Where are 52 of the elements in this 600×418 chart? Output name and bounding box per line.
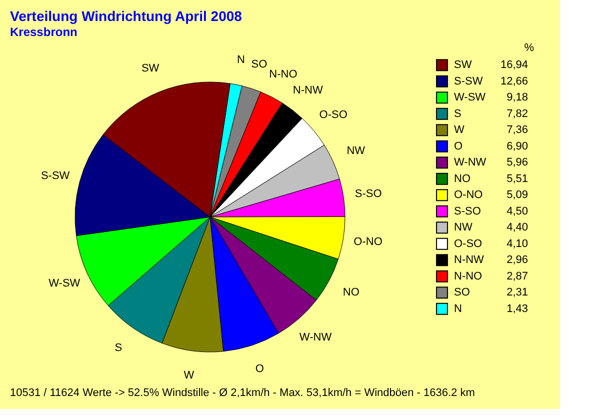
data-label: 7,36 <box>506 124 528 136</box>
data-label: 4,50 <box>506 205 528 218</box>
chart-title: Verteilung Windrichtung April 2008 <box>10 8 242 24</box>
legend-label: O-SO <box>454 238 483 250</box>
legend-label: O-NO <box>454 189 484 202</box>
legend-label: S-SW <box>454 75 484 88</box>
legend-label: S-SO <box>454 205 482 218</box>
slice-label: S-SO <box>354 188 382 200</box>
legend-label: O <box>454 140 463 152</box>
chart-subtitle: Kressbronn <box>10 25 78 39</box>
legend-label: N-NW <box>454 254 485 266</box>
data-label: 4,40 <box>506 222 528 234</box>
legend-label: W <box>454 124 465 136</box>
slice-label: NW <box>346 145 366 158</box>
data-label: 2,31 <box>506 286 528 299</box>
slice-label: N-NW <box>292 84 324 96</box>
data-label: 5,09 <box>506 189 528 202</box>
legend-label: NW <box>454 222 473 234</box>
text: 10531 / 11624 Werte -> 52.5% Windstille - Ø 2,1km/h - Max. 53,1km/h = Windböen - 1636.2 km <box>10 387 475 399</box>
data-label: 5,96 <box>506 156 528 169</box>
legend-title: % <box>524 42 534 54</box>
legend-label: W-NW <box>454 156 487 169</box>
data-label: 4,10 <box>506 238 528 250</box>
slice-label: SW <box>141 62 160 75</box>
legend-label: SO <box>454 286 470 299</box>
legend-label: N-NO <box>454 270 483 282</box>
slice-label: O-NO <box>354 236 383 248</box>
slice-label: S-SW <box>40 170 70 182</box>
data-label: 5,51 <box>506 172 528 185</box>
slice-label: O <box>255 363 264 376</box>
data-label: 2,87 <box>506 270 528 282</box>
slice-label: O-SO <box>319 109 348 122</box>
slice-label: W-SW <box>48 277 81 290</box>
data-label: 1,43 <box>506 302 528 315</box>
legend-label: W-SW <box>454 92 486 104</box>
data-label: 9,18 <box>506 92 528 104</box>
legend-label: S <box>454 108 462 120</box>
legend-label: N <box>454 302 462 315</box>
slice-label: N-NO <box>269 68 298 81</box>
slice-label: S <box>114 342 122 354</box>
slice-label: NO <box>342 286 360 298</box>
slice-label: N <box>237 54 246 66</box>
data-label: 2,96 <box>506 254 528 266</box>
data-label: 7,82 <box>506 108 528 120</box>
data-label: 6,90 <box>506 140 528 152</box>
data-label: 16,94 <box>500 59 528 72</box>
legend-label: SW <box>454 59 472 72</box>
slice-label: W-NW <box>299 331 332 344</box>
slice-label: SO <box>251 58 268 71</box>
legend-label: NO <box>454 172 471 185</box>
data-label: 12,66 <box>500 75 528 88</box>
slice-label: W <box>184 370 195 382</box>
